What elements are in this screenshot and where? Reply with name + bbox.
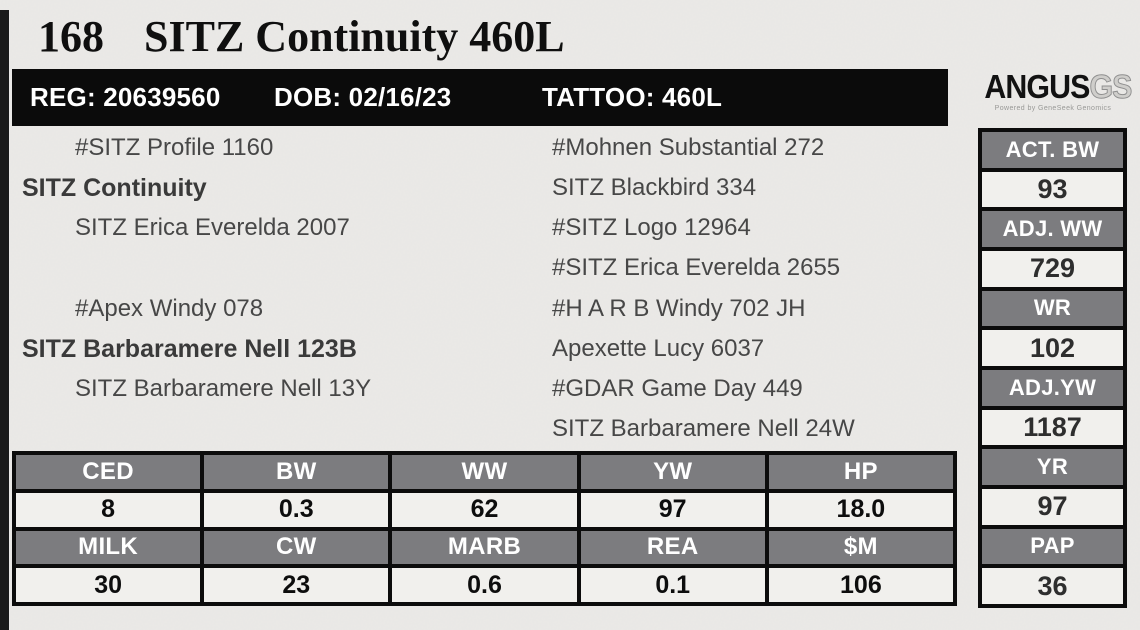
epd-header: BW xyxy=(204,455,389,489)
stat-label: ADJ. WW xyxy=(982,211,1123,247)
epd-value: 0.6 xyxy=(392,568,577,602)
pedigree-ancestor: #Mohnen Substantial 272 xyxy=(552,134,825,161)
epd-table: CED BW WW YW HP 8 0.3 62 97 18.0 MILK CW… xyxy=(12,451,957,606)
animal-name: SITZ Continuity 460L xyxy=(144,12,565,61)
epd-value: 23 xyxy=(204,568,389,602)
stat-label: YR xyxy=(982,449,1123,485)
stat-value: 102 xyxy=(982,330,1123,366)
epd-header: CED xyxy=(16,455,201,489)
pedigree-dam-granddam: SITZ Barbaramere Nell 13Y xyxy=(75,375,372,402)
logo-tagline: Powered by GeneSeek Genomics xyxy=(994,105,1112,112)
lot-number: 168 xyxy=(38,12,104,61)
epd-header: YW xyxy=(580,455,765,489)
epd-header: WW xyxy=(392,455,577,489)
lot-header: 168 SITZ Continuity 460L xyxy=(38,12,565,61)
pedigree-dam-grandsire: #Apex Windy 078 xyxy=(75,295,264,322)
stat-value: 36 xyxy=(982,568,1123,604)
pedigree-ancestor: #SITZ Erica Everelda 2655 xyxy=(552,254,841,281)
stat-label: ACT. BW xyxy=(982,132,1123,168)
registration-bar: REG: 20639560 DOB: 02/16/23 TATTOO: 460L xyxy=(12,69,948,126)
epd-value: 0.3 xyxy=(204,492,389,527)
epd-value: 30 xyxy=(16,568,201,602)
pedigree-ancestor: #H A R B Windy 702 JH xyxy=(552,295,806,322)
page-edge-shadow xyxy=(0,10,9,630)
logo-word-gs: GS xyxy=(1089,68,1133,105)
epd-value: 18.0 xyxy=(768,492,953,527)
reg-number: REG: 20639560 xyxy=(30,82,221,112)
pedigree-ancestor: SITZ Barbaramere Nell 24W xyxy=(552,415,855,442)
pedigree-ancestor: Apexette Lucy 6037 xyxy=(552,335,765,362)
epd-value: 0.1 xyxy=(580,568,765,602)
epd-value: 62 xyxy=(392,492,577,527)
epd-value: 97 xyxy=(580,492,765,527)
epd-value: 8 xyxy=(16,492,201,527)
angus-gs-logo-text: ANGUSGS xyxy=(984,68,1133,105)
tattoo: TATTOO: 460L xyxy=(542,82,723,112)
stat-value: 97 xyxy=(982,489,1123,525)
date-of-birth: DOB: 02/16/23 xyxy=(274,82,452,112)
stat-value: 1187 xyxy=(982,409,1123,446)
performance-sidebar: ACT. BW 93 ADJ. WW 729 WR 102 ADJ.YW 118… xyxy=(978,128,1127,608)
logo-word-angus: ANGUS xyxy=(984,68,1090,105)
epd-header: CW xyxy=(204,530,389,565)
pedigree-ancestor: SITZ Blackbird 334 xyxy=(552,174,757,201)
pedigree-sire-granddam: SITZ Erica Everelda 2007 xyxy=(75,214,350,241)
epd-value: 106 xyxy=(768,568,953,602)
stat-label: ADJ.YW xyxy=(982,370,1123,406)
epd-header: HP xyxy=(768,455,953,489)
epd-header: MARB xyxy=(392,530,577,565)
pedigree-ancestor: #GDAR Game Day 449 xyxy=(552,375,803,402)
epd-header: MILK xyxy=(16,530,201,565)
stat-value: 93 xyxy=(982,171,1123,208)
angus-gs-logo: ANGUSGS Powered by GeneSeek Genomics xyxy=(978,68,1133,113)
pedigree-sire: SITZ Continuity xyxy=(22,174,207,202)
pedigree-dam: SITZ Barbaramere Nell 123B xyxy=(22,335,357,363)
stat-label: PAP xyxy=(982,528,1123,565)
epd-header: REA xyxy=(580,530,765,565)
epd-header: $M xyxy=(768,530,953,565)
stat-label: WR xyxy=(982,290,1123,327)
pedigree-ancestor: #SITZ Logo 12964 xyxy=(552,214,751,241)
pedigree-sire-grandsire: #SITZ Profile 1160 xyxy=(75,134,274,161)
stat-value: 729 xyxy=(982,251,1123,287)
